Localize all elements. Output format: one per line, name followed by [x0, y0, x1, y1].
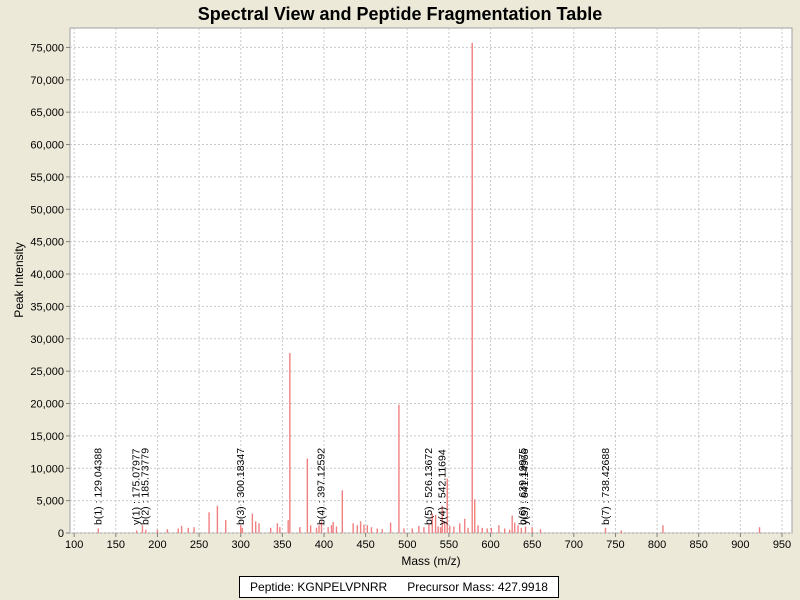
y-tick-label: 5,000 — [36, 496, 64, 508]
x-tick-label: 800 — [648, 539, 666, 551]
y-tick-label: 50,000 — [30, 204, 64, 216]
ion-annotation: b(4) : 397.12592 — [316, 448, 328, 525]
ion-annotation: b(1) : 129.04388 — [92, 448, 104, 525]
y-tick-label: 40,000 — [30, 269, 64, 281]
grid-lines — [70, 28, 792, 534]
x-tick-label: 300 — [232, 539, 250, 551]
ion-annotation: y(4) : 542.11694 — [436, 449, 448, 525]
x-tick-label: 550 — [440, 539, 458, 551]
x-tick-label: 700 — [565, 539, 583, 551]
peak-series — [97, 42, 761, 533]
x-tick-label: 950 — [773, 539, 791, 551]
x-tick-label: 600 — [481, 539, 499, 551]
x-tick-label: 500 — [398, 539, 416, 551]
x-tick-label: 450 — [356, 539, 374, 551]
y-tick-label: 45,000 — [30, 237, 64, 249]
chart-title: Spectral View and Peptide Fragmentation … — [198, 4, 602, 24]
y-tick-label: 60,000 — [30, 140, 64, 152]
y-tick-label: 75,000 — [30, 42, 64, 54]
x-tick-label: 850 — [690, 539, 708, 551]
y-axis-label: Peak Intensity — [12, 242, 26, 317]
ion-annotation: y(5) : 641.14966 — [519, 448, 531, 525]
x-tick-label: 400 — [315, 539, 333, 551]
x-axis-label: Mass (m/z) — [401, 554, 460, 568]
y-tick-label: 0 — [58, 528, 64, 540]
y-tick-label: 70,000 — [30, 75, 64, 87]
y-tick-label: 10,000 — [30, 463, 64, 475]
y-tick-label: 20,000 — [30, 399, 64, 411]
x-tick-label: 900 — [731, 539, 749, 551]
peptide-label: Peptide: KGNPELVPNRR — [250, 580, 388, 594]
x-tick-label: 250 — [190, 539, 208, 551]
ion-annotation: b(6) : 639.19975 — [517, 448, 529, 525]
peptide-legend: Peptide: KGNPELVPNRR Precursor Mass: 427… — [239, 576, 559, 598]
x-tick-label: 100 — [65, 539, 83, 551]
axes: 100 150 200 250 300 350 400 450 500 550 600 650 700 7… — [30, 42, 791, 551]
precursor-mass-label: Precursor Mass: 427.9918 — [407, 580, 548, 594]
y-tick-label: 15,000 — [30, 431, 64, 443]
x-tick-label: 750 — [606, 539, 624, 551]
y-tick-label: 65,000 — [30, 107, 64, 119]
x-tick-label: 650 — [523, 539, 541, 551]
y-tick-label: 25,000 — [30, 366, 64, 378]
x-tick-label: 200 — [148, 539, 166, 551]
x-tick-label: 150 — [107, 539, 125, 551]
ion-annotation: b(5) : 526.13672 — [423, 448, 435, 525]
y-tick-label: 55,000 — [30, 172, 64, 184]
ion-annotation: y(1) : 175.07977 — [131, 448, 143, 525]
ion-annotation: b(2) : 185.73779 — [140, 448, 152, 525]
ion-annotation: b(7) : 738.42688 — [600, 448, 612, 525]
ion-annotation: b(3) : 300.18347 — [235, 448, 247, 525]
x-tick-label: 350 — [273, 539, 291, 551]
y-tick-label: 30,000 — [30, 334, 64, 346]
y-tick-label: 35,000 — [30, 301, 64, 313]
